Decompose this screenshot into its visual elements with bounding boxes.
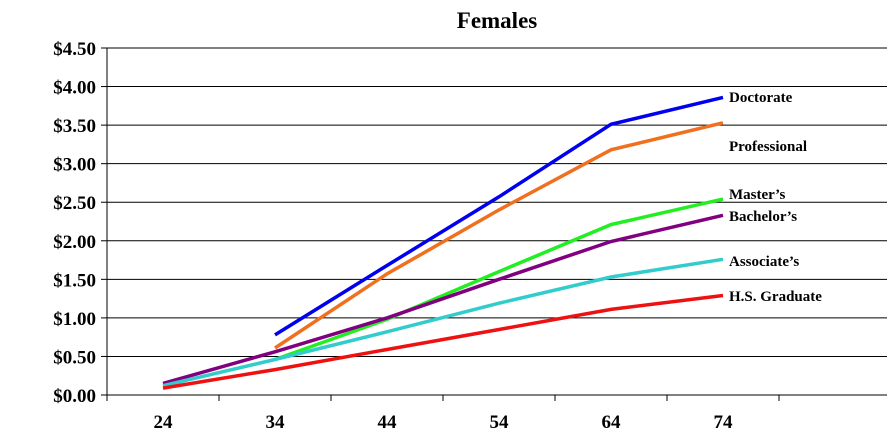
series-line-0 xyxy=(274,95,724,337)
series-label: Professional xyxy=(729,139,807,155)
x-tick-label: 54 xyxy=(490,412,510,433)
series-label: Doctorate xyxy=(729,90,793,106)
x-tick-label: 74 xyxy=(714,412,734,433)
series-label: H.S. Graduate xyxy=(729,289,822,305)
x-tick-label: 24 xyxy=(154,412,174,433)
series-label: Associate’s xyxy=(729,254,799,270)
y-tick-label: $4.50 xyxy=(53,39,96,60)
chart-title: Females xyxy=(456,8,538,33)
series-label: Master’s xyxy=(729,187,786,203)
series-line-2 xyxy=(274,197,724,362)
y-tick-label: $2.00 xyxy=(53,232,96,253)
x-tick-label: 64 xyxy=(602,412,622,433)
y-tick-label: $2.50 xyxy=(53,193,96,214)
y-tick-label: $0.50 xyxy=(53,347,96,368)
y-tick-label: $1.50 xyxy=(53,270,96,291)
series-line-1 xyxy=(274,121,724,350)
y-tick-label: $3.00 xyxy=(53,155,96,176)
series-line-3 xyxy=(162,213,724,386)
y-tick-label: $3.50 xyxy=(53,116,96,137)
x-tick-label: 34 xyxy=(266,412,286,433)
series-label: Bachelor’s xyxy=(729,209,797,225)
y-tick-label: $0.00 xyxy=(53,386,96,407)
x-tick-label: 44 xyxy=(378,412,398,433)
y-tick-label: $1.00 xyxy=(53,309,96,330)
series-line-5 xyxy=(162,293,724,390)
series-line-4 xyxy=(162,257,724,388)
y-tick-label: $4.00 xyxy=(53,78,96,99)
